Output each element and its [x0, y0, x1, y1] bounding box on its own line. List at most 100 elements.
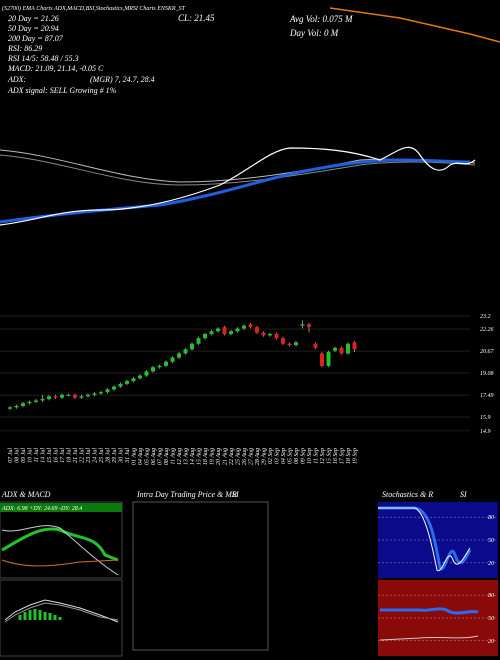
candle-body	[300, 324, 305, 326]
candle-body	[333, 347, 337, 351]
candle-body	[183, 349, 188, 354]
candle-body	[151, 367, 155, 372]
x-tick-label: 09 Jul	[21, 448, 27, 463]
x-tick-label: 05 Aug	[145, 448, 151, 465]
candle-body	[66, 394, 71, 396]
panel-tick: 20	[488, 561, 494, 567]
close-label: CL: 21.45	[178, 13, 215, 23]
header-line: RSI: 86.29	[7, 44, 42, 53]
y-tick-label: 22.26	[480, 327, 494, 333]
panel-tick: 80	[488, 515, 494, 521]
title: (S2700) EMA Charts ADX,MACD,BSI,Stochast…	[2, 5, 186, 12]
intraday-panel	[132, 501, 269, 651]
x-tick-label: 27 Aug	[249, 448, 255, 465]
x-tick-label: 04 Aug	[137, 448, 144, 465]
candle-body	[287, 343, 292, 346]
macd-hist	[18, 609, 62, 620]
candle-body	[112, 386, 116, 390]
x-tick-label: 28 Aug	[255, 448, 261, 465]
orange-line	[329, 7, 500, 43]
panel-tick: 50	[488, 616, 494, 622]
panel-tick: 20	[488, 639, 494, 645]
candle-body	[47, 396, 51, 400]
x-tick-label: 17 Sep	[340, 448, 346, 464]
adx-label: ADX:	[7, 75, 27, 84]
candle-body	[105, 389, 110, 393]
x-tick-label: 02 Sep	[268, 448, 274, 464]
candle-body	[216, 328, 220, 332]
x-tick-label: 01 Aug	[132, 448, 138, 465]
candle-body	[209, 331, 214, 335]
candle-body	[14, 405, 19, 408]
candle-body	[144, 371, 149, 376]
adx-readout-bg	[0, 503, 122, 512]
adx-panel	[0, 501, 123, 579]
candle-body	[242, 325, 246, 329]
ma-gray	[0, 154, 476, 186]
x-tick-label: 19 Aug	[210, 448, 216, 465]
candle-body	[326, 352, 331, 366]
candle-body	[235, 328, 240, 332]
x-tick-label: 26 Aug	[242, 448, 248, 465]
stoch-white	[378, 507, 471, 572]
x-tick-label: 06 Aug	[151, 448, 157, 465]
adx-orange	[1, 559, 119, 567]
intraday-title: Intra Day Trading Price & MR	[136, 490, 237, 499]
candle-body	[21, 403, 25, 406]
candle-body	[255, 327, 259, 333]
x-tick-label: 07 Jul	[8, 448, 14, 463]
candle-body	[60, 394, 64, 398]
candle-body	[294, 342, 298, 346]
x-tick-label: 05 Sep	[288, 448, 294, 464]
candle-body	[131, 378, 136, 382]
candle-body	[222, 327, 227, 335]
candle-body	[320, 353, 324, 366]
x-tick-label: 16 Jul	[54, 448, 60, 463]
x-tick-label: 07 Aug	[158, 448, 164, 465]
x-tick-label: 29 Jul	[112, 448, 118, 463]
candle-body	[196, 338, 201, 344]
x-tick-label: 11 Sep	[314, 448, 320, 464]
x-tick-label: 10 Jul	[28, 448, 34, 463]
candle-body	[261, 332, 266, 336]
adx-signal: ADX signal: SELL Growing # 1%	[7, 86, 117, 95]
macd-signal	[4, 602, 119, 623]
x-tick-label: 08 Aug	[164, 448, 170, 465]
y-tick-label: 17.49	[480, 392, 494, 399]
x-tick-label: 08 Jul	[15, 448, 21, 463]
x-tick-label: 04 Sep	[280, 448, 287, 464]
x-tick-label: 13 Aug	[184, 448, 190, 465]
x-tick-label: 16 Sep	[333, 448, 339, 464]
x-tick-label: 29 Aug	[262, 448, 268, 465]
x-tick-label: 18 Sep	[346, 448, 352, 464]
y-tick-label: 14.9	[480, 428, 491, 435]
candle-body	[125, 381, 129, 384]
x-tick-label: 22 Aug	[229, 448, 235, 465]
rsi-white	[379, 635, 479, 641]
x-tick-label: 18 Jul	[67, 448, 73, 463]
stoch-blue	[378, 506, 472, 571]
candle-body	[203, 334, 207, 339]
x-tick-label: 20 Aug	[216, 448, 222, 465]
candle-body	[118, 383, 123, 387]
candle-body	[352, 342, 357, 350]
x-tick-label: 31 Jul	[125, 448, 131, 464]
candle-body	[40, 399, 45, 401]
candle-body	[138, 375, 142, 379]
y-tick-label: 23.2	[480, 314, 491, 320]
ma-blue	[0, 158, 471, 224]
candle-body	[281, 338, 285, 344]
adx-title: ADX & MACD	[1, 490, 51, 499]
x-tick-label: 15 Sep	[327, 448, 333, 464]
day-vol: Day Vol: 0 M	[289, 28, 339, 38]
candle-body	[339, 347, 344, 354]
x-tick-label: 08 Sep	[294, 448, 300, 464]
avg-vol: Avg Vol: 0.075 M	[289, 14, 353, 24]
adx-readout: ADX: 6.98 +DY: 24.69 -DY: 28.4	[1, 505, 82, 512]
candle-body	[229, 331, 233, 335]
adx-values: (MGR) 7, 24.7, 28.4	[90, 75, 155, 84]
header-line: 200 Day = 87.07	[8, 34, 64, 43]
x-tick-label: 21 Jul	[73, 448, 79, 463]
y-tick-label: 15.9	[480, 415, 491, 421]
x-tick-label: 17 Jul	[60, 448, 66, 463]
